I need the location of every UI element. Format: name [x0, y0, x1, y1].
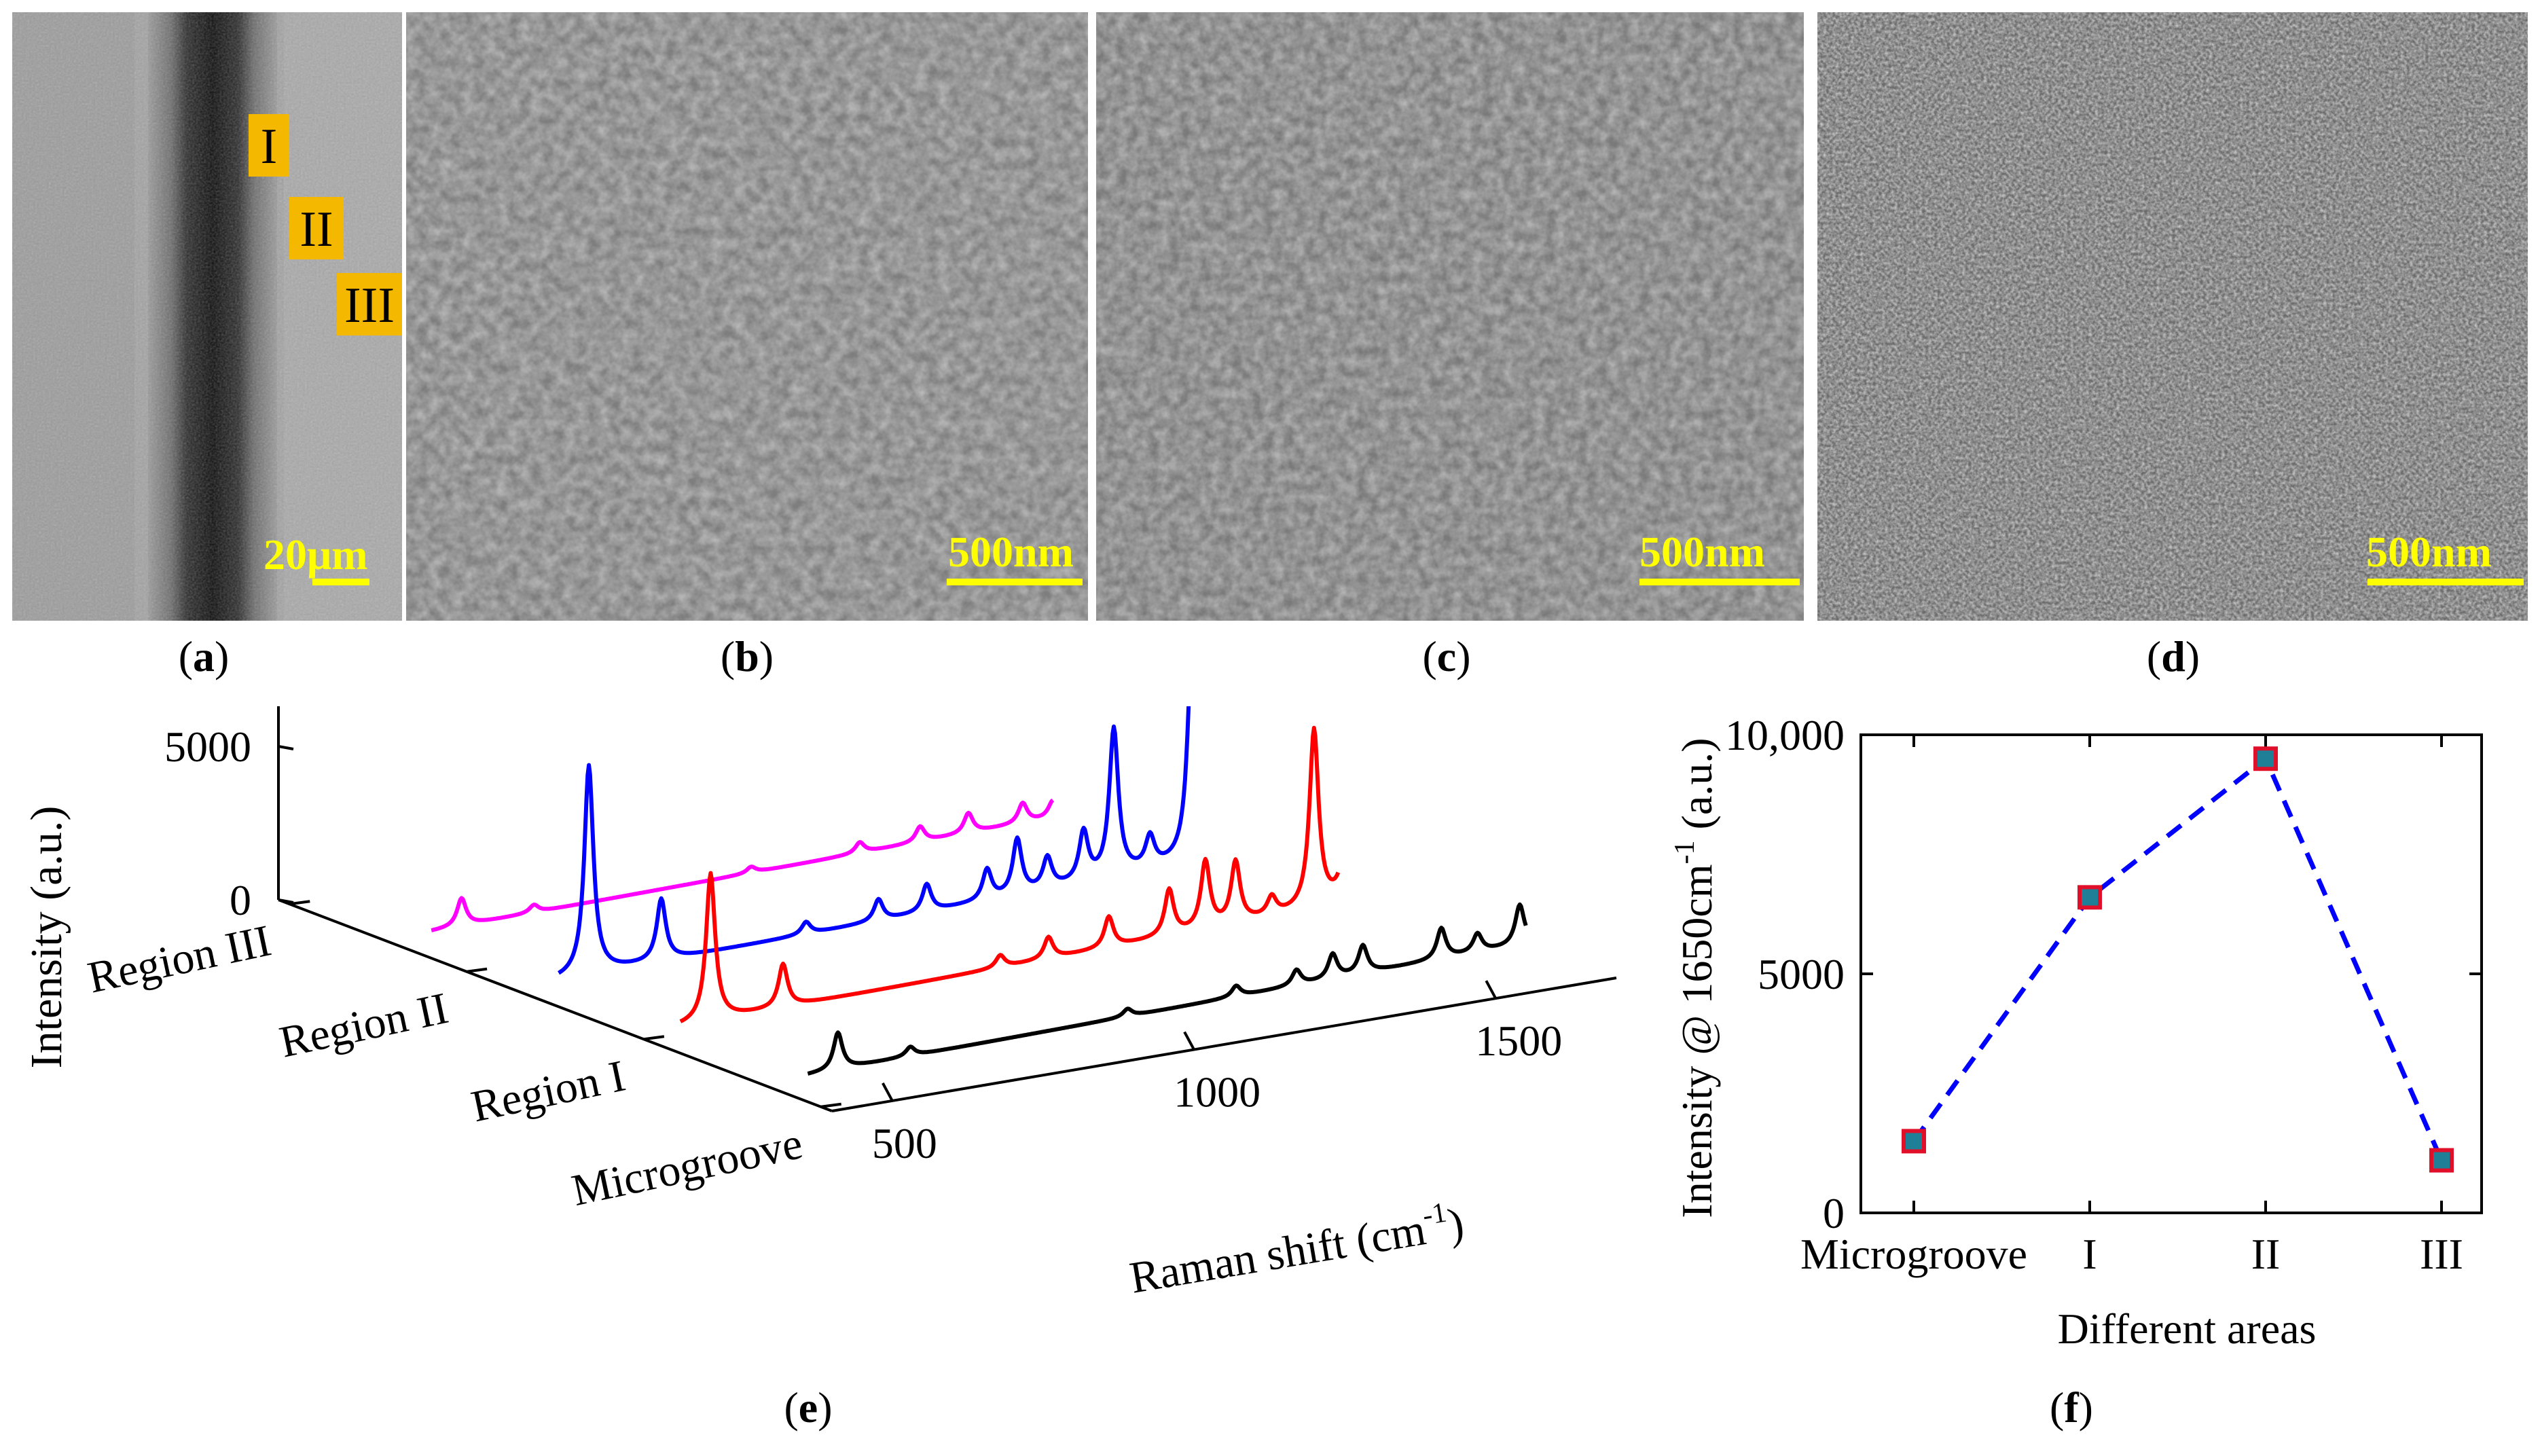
chart-e-y-tick-mark: [278, 898, 294, 904]
chart-e-xlabel: Raman shift (cm-1): [1125, 1195, 1467, 1303]
chart-e-series-region-iii: [431, 798, 1055, 932]
chart-e-x-tick-mark: [882, 1082, 894, 1102]
chart-e-series-region-i: [679, 725, 1341, 1023]
caption-a: (a): [178, 632, 230, 680]
chart-e-series: [431, 706, 1528, 1076]
caption-f-letter: f: [2064, 1383, 2079, 1432]
panel-a-region-labels: I II III: [249, 114, 402, 335]
panel-d-scale-bar: [2367, 579, 2524, 585]
region-label-I: I: [261, 119, 278, 175]
panel-a-scale-text: 20μm: [264, 530, 368, 579]
panel-c-svg: 500nm: [1096, 12, 1804, 621]
chart-f-ylabel-main: Intensity @ 1650cm: [1673, 864, 1721, 1218]
caption-d: (d): [2146, 632, 2200, 680]
region-label-box-I: [249, 114, 289, 177]
chart-f-xlabel: Different areas: [2058, 1305, 2317, 1353]
region-label-II: II: [300, 202, 333, 257]
chart-e-depth-label: Region II: [275, 983, 452, 1068]
chart-f-series-line: [1912, 754, 2444, 1161]
chart-f-x-tick-label: I: [2082, 1230, 2097, 1278]
panel-a-scale-bar: [312, 579, 369, 585]
chart-f-data-point: [2429, 1148, 2454, 1173]
panel-d-scale-text: 500nm: [2366, 528, 2492, 576]
panel-b-svg: 500nm: [406, 12, 1088, 621]
chart-f-ylabel-close: (a.u.): [1673, 738, 1721, 840]
caption-c: (c): [1422, 632, 1471, 680]
chart-f-x-tick-label: Microgroove: [1800, 1230, 2027, 1278]
chart-e-x-tick-label: 500: [872, 1119, 937, 1167]
chart-e-x-tick-mark: [1183, 1031, 1195, 1051]
caption-e: (e): [784, 1383, 833, 1432]
chart-f-x-tick-label: II: [2251, 1230, 2281, 1278]
panel-c-sem-image: 500nm: [1096, 12, 1804, 621]
chart-f-y-tick-label: 0: [1823, 1189, 1845, 1237]
panel-d-sem-image: 500nm: [1817, 12, 2528, 621]
chart-e-ylabel: Intensity (a.u.): [22, 806, 71, 1069]
panel-c-scale-text: 500nm: [1639, 528, 1765, 576]
chart-e-depth-tick-mark: [820, 1102, 841, 1108]
chart-e-depth-tick-mark: [643, 1035, 665, 1041]
caption-d-letter: d: [2161, 632, 2185, 680]
chart-f-data-point: [2253, 746, 2278, 771]
chart-e-x-axis: [831, 977, 1617, 1112]
chart-e-depth-label: Region III: [84, 915, 275, 1002]
panel-b-sem-image: 500nm: [406, 12, 1088, 621]
panel-c-scale-bar: [1639, 579, 1800, 585]
chart-e-xlabel-sup: -1: [1420, 1197, 1449, 1231]
panel-d-svg: 500nm: [1817, 12, 2528, 621]
chart-e-series-region-ii: [558, 706, 1191, 975]
region-label-box-III: [337, 273, 402, 335]
chart-e-x-tick-mark: [1485, 980, 1498, 1000]
caption-f: (f): [2050, 1383, 2093, 1432]
chart-f-frame: [1859, 733, 2483, 1214]
chart-e-series-microgroove: [807, 902, 1528, 1076]
panel-b-grains: [406, 12, 1088, 621]
chart-f-y-tick-label: 5000: [1758, 950, 1845, 998]
chart-e-depth-tick-mark: [466, 967, 488, 973]
caption-b: (b): [720, 632, 774, 680]
chart-f-ylabel: Intensity @ 1650cm-1 (a.u.): [1669, 738, 1721, 1218]
chart-f-data-point: [1902, 1129, 1926, 1154]
chart-e-depth-label: Region I: [467, 1051, 630, 1132]
chart-e-xlabel-main: Raman shift (cm: [1126, 1205, 1429, 1303]
chart-e-x-tick-label: 1000: [1174, 1068, 1260, 1116]
chart-e-depth-tick-mark: [289, 900, 310, 906]
region-label-box-II: [289, 197, 344, 259]
panel-b-scale-bar: [947, 579, 1083, 585]
chart-e-depth-axis: [278, 898, 833, 1112]
chart-e-y-tick-label: 5000: [164, 723, 251, 771]
chart-f-data-point: [2078, 885, 2102, 910]
chart-e-x-tick-label: 1500: [1475, 1017, 1562, 1065]
chart-f-y-tick-label: 10,000: [1725, 711, 1845, 759]
caption-b-letter: b: [735, 632, 759, 680]
region-label-III: III: [344, 278, 395, 333]
panel-a-optical-image: I II III 20μm: [12, 12, 402, 621]
chart-e-y-tick-mark: [278, 745, 294, 750]
caption-a-letter: a: [193, 632, 215, 680]
chart-e-xlabel-close: ): [1445, 1199, 1468, 1250]
panel-a-svg: I II III 20μm: [12, 12, 402, 621]
chart-e-y-tick-label: 0: [230, 876, 251, 924]
caption-c-letter: c: [1436, 632, 1457, 680]
panel-c-grains: [1096, 12, 1804, 621]
chart-f-x-tick-label: III: [2420, 1230, 2463, 1278]
caption-e-letter: e: [798, 1383, 818, 1432]
panel-b-scale-text: 500nm: [948, 528, 1074, 576]
panel-d-grains: [1817, 12, 2528, 621]
chart-f-ylabel-sup: -1: [1669, 840, 1701, 864]
chart-e-depth-label: Microgroove: [568, 1118, 807, 1216]
